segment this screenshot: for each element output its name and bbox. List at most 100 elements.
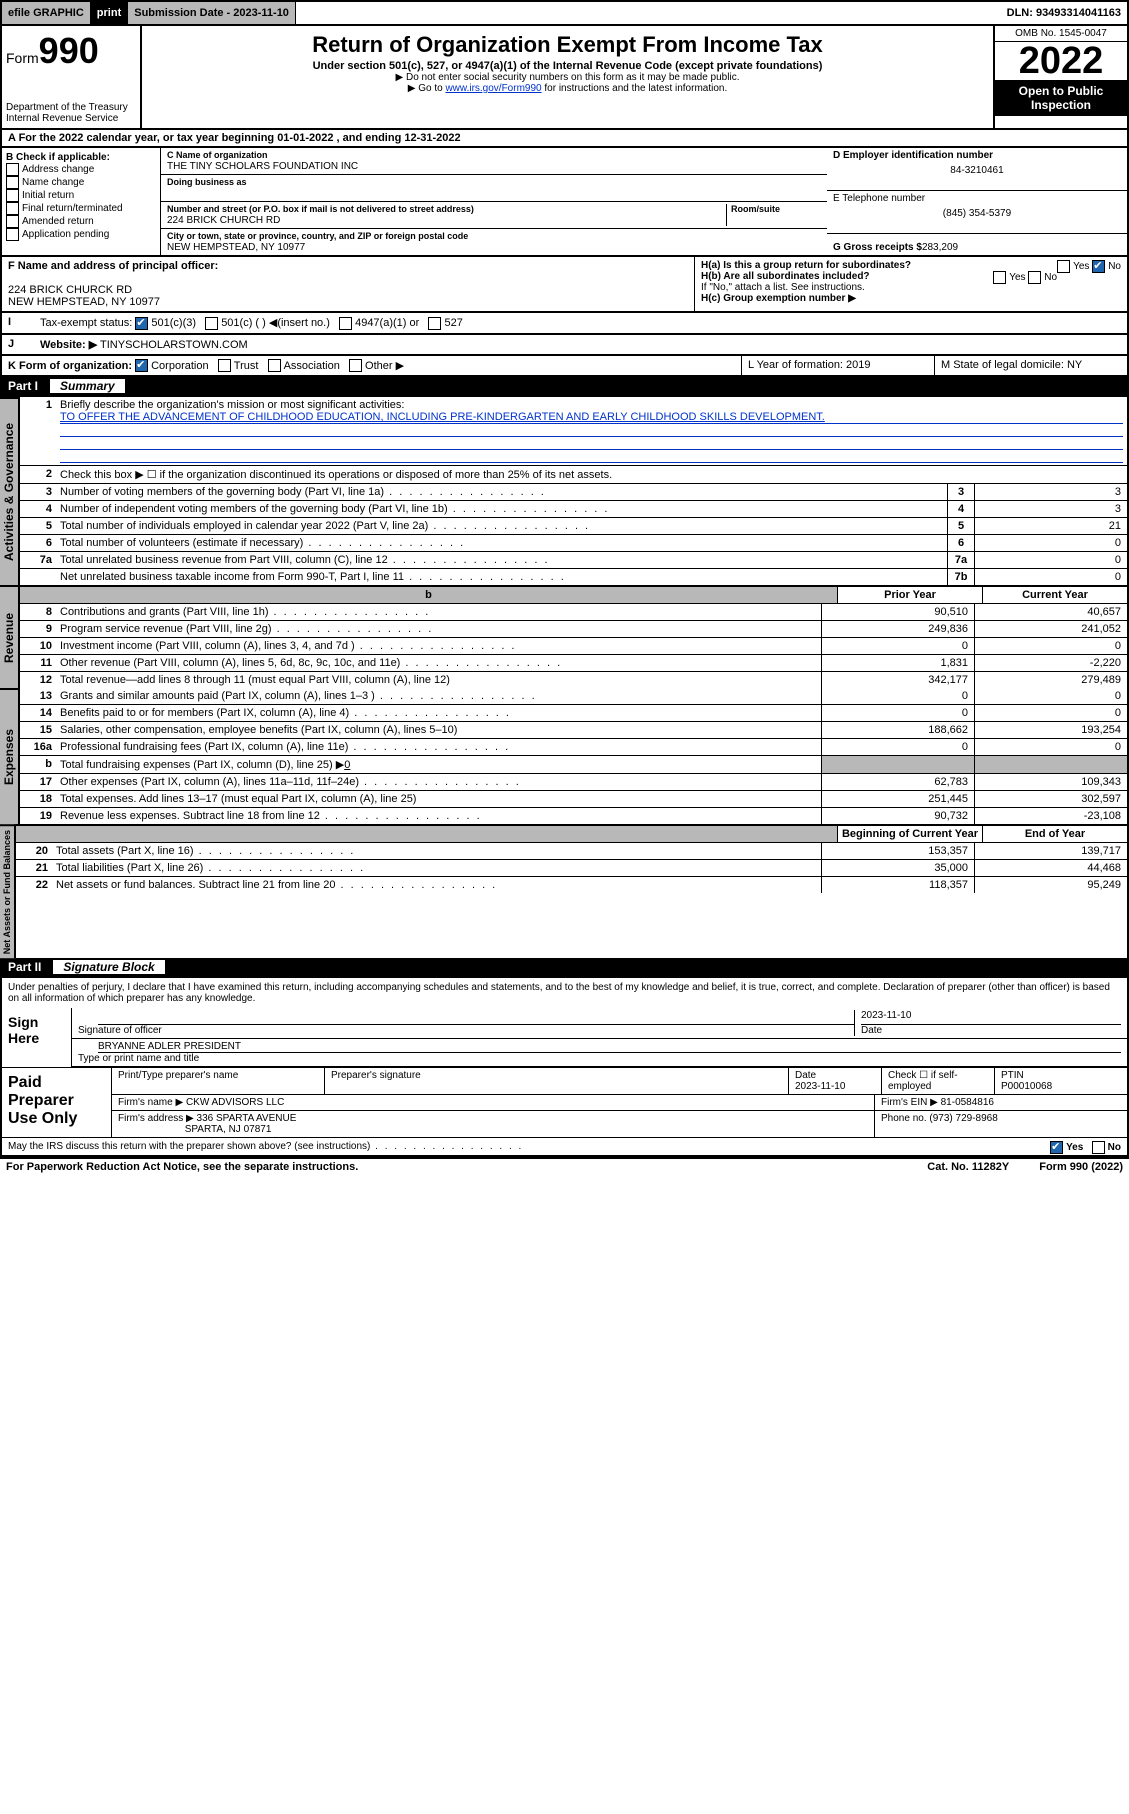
ha-no[interactable]: [1092, 260, 1105, 273]
tab-ag: Activities & Governance: [0, 397, 20, 585]
cb-pending[interactable]: [6, 228, 19, 241]
l11: Other revenue (Part VIII, column (A), li…: [56, 655, 821, 671]
box-c: C Name of organization THE TINY SCHOLARS…: [161, 148, 827, 255]
prep-date: 2023-11-10: [795, 1081, 845, 1092]
k-trust: Trust: [234, 360, 259, 372]
v17c: 109,343: [974, 774, 1127, 790]
cb-final[interactable]: [6, 202, 19, 215]
f-addr2: NEW HEMPSTEAD, NY 10977: [8, 296, 160, 308]
l21: Total liabilities (Part X, line 26): [52, 860, 821, 876]
yes2: Yes: [1009, 272, 1025, 283]
irs: Internal Revenue Service: [6, 113, 136, 124]
v19c: -23,108: [974, 808, 1127, 824]
v8p: 90,510: [821, 604, 974, 620]
l6: Total number of volunteers (estimate if …: [56, 535, 947, 551]
cb-corp[interactable]: [135, 359, 148, 372]
cb-other[interactable]: [349, 359, 362, 372]
i-o3: 4947(a)(1) or: [355, 317, 419, 329]
may-yes[interactable]: [1050, 1141, 1063, 1154]
v8c: 40,657: [974, 604, 1127, 620]
l15: Salaries, other compensation, employee b…: [56, 722, 821, 738]
l17: Other expenses (Part IX, column (A), lin…: [56, 774, 821, 790]
gross-lbl: G Gross receipts $: [833, 242, 922, 253]
hb-yes[interactable]: [993, 271, 1006, 284]
no3: No: [1108, 1143, 1121, 1154]
l22: Net assets or fund balances. Subtract li…: [52, 877, 821, 893]
opt-initial: Initial return: [22, 190, 74, 201]
date-lbl: Date: [861, 1025, 882, 1036]
note1: ▶ Do not enter social security numbers o…: [148, 72, 987, 83]
col-cy: Current Year: [982, 587, 1127, 603]
m-state: M State of legal domicile: NY: [934, 356, 1127, 376]
no1: No: [1108, 261, 1121, 272]
l5: Total number of individuals employed in …: [56, 518, 947, 534]
row-i: I Tax-exempt status: 501(c)(3) 501(c) ( …: [0, 313, 1129, 335]
hb-no[interactable]: [1028, 271, 1041, 284]
v13c: 0: [974, 688, 1127, 704]
cb-assoc[interactable]: [268, 359, 281, 372]
l10: Investment income (Part VIII, column (A)…: [56, 638, 821, 654]
row-fh: F Name and address of principal officer:…: [0, 257, 1129, 313]
cb-name[interactable]: [6, 176, 19, 189]
may-no[interactable]: [1092, 1141, 1105, 1154]
ha-yes[interactable]: [1057, 260, 1070, 273]
header-right: OMB No. 1545-0047 2022 Open to Public In…: [993, 26, 1127, 128]
v11c: -2,220: [974, 655, 1127, 671]
firm-ein: 81-0584816: [941, 1097, 994, 1108]
dba-lbl: Doing business as: [167, 177, 247, 187]
l18: Total expenses. Add lines 13–17 (must eq…: [56, 791, 821, 807]
c-name-lbl: C Name of organization: [167, 150, 268, 160]
hb-note: If "No," attach a list. See instructions…: [701, 282, 1121, 293]
org-name: THE TINY SCHOLARS FOUNDATION INC: [167, 161, 358, 172]
print-button[interactable]: print: [91, 2, 128, 24]
ptin: P00010068: [1001, 1081, 1052, 1092]
cb-501c[interactable]: [205, 317, 218, 330]
irs-link[interactable]: www.irs.gov/Form990: [445, 83, 541, 94]
efile-button[interactable]: efile GRAPHIC: [2, 2, 91, 24]
open-inspection: Open to Public Inspection: [995, 80, 1127, 116]
firm-lbl: Firm's name ▶: [118, 1097, 183, 1108]
city-lbl: City or town, state or province, country…: [167, 231, 468, 241]
cb-527[interactable]: [428, 317, 441, 330]
v6: 0: [974, 535, 1127, 551]
opt-final: Final return/terminated: [22, 203, 123, 214]
cb-address[interactable]: [6, 163, 19, 176]
v22c: 95,249: [974, 877, 1127, 893]
tab-rev: Revenue: [0, 585, 20, 688]
yes1: Yes: [1073, 261, 1089, 272]
i-o4: 527: [444, 317, 462, 329]
ein-lbl2: Firm's EIN ▶: [881, 1097, 938, 1108]
k-other: Other ▶: [365, 360, 404, 372]
box-b: B Check if applicable: Address change Na…: [2, 148, 161, 255]
cb-501c3[interactable]: [135, 317, 148, 330]
l16b: Total fundraising expenses (Part IX, col…: [60, 759, 344, 771]
v14c: 0: [974, 705, 1127, 721]
addr-lbl: Firm's address ▶: [118, 1113, 194, 1124]
cb-initial[interactable]: [6, 189, 19, 202]
mission-link[interactable]: TO OFFER THE ADVANCEMENT OF CHILDHOOD ED…: [60, 411, 825, 423]
v18p: 251,445: [821, 791, 974, 807]
box-b-title: B Check if applicable:: [6, 152, 110, 163]
footer: For Paperwork Reduction Act Notice, see …: [0, 1157, 1129, 1175]
form-label: Form: [6, 50, 39, 66]
l3: Number of voting members of the governin…: [56, 484, 947, 500]
col-end: End of Year: [982, 826, 1127, 842]
l8: Contributions and grants (Part VIII, lin…: [56, 604, 821, 620]
v20c: 139,717: [974, 843, 1127, 859]
cb-trust[interactable]: [218, 359, 231, 372]
part-ii-num: Part II: [8, 960, 49, 974]
cb-4947[interactable]: [339, 317, 352, 330]
k-lbl: K Form of organization:: [8, 360, 132, 372]
cb-amended[interactable]: [6, 215, 19, 228]
v21c: 44,468: [974, 860, 1127, 876]
phone: (845) 354-5379: [833, 208, 1121, 219]
form-title: Return of Organization Exempt From Incom…: [148, 32, 987, 58]
col-py: Prior Year: [837, 587, 982, 603]
f-lbl: F Name and address of principal officer:: [8, 260, 218, 272]
l16a: Professional fundraising fees (Part IX, …: [56, 739, 821, 755]
section-exp: Expenses 13Grants and similar amounts pa…: [0, 688, 1129, 824]
sig-lbl: Signature of officer: [78, 1025, 162, 1036]
f-addr1: 224 BRICK CHURCK RD: [8, 284, 132, 296]
firm-name: CKW ADVISORS LLC: [186, 1097, 284, 1108]
part-ii-header: Part II Signature Block: [0, 958, 1129, 978]
